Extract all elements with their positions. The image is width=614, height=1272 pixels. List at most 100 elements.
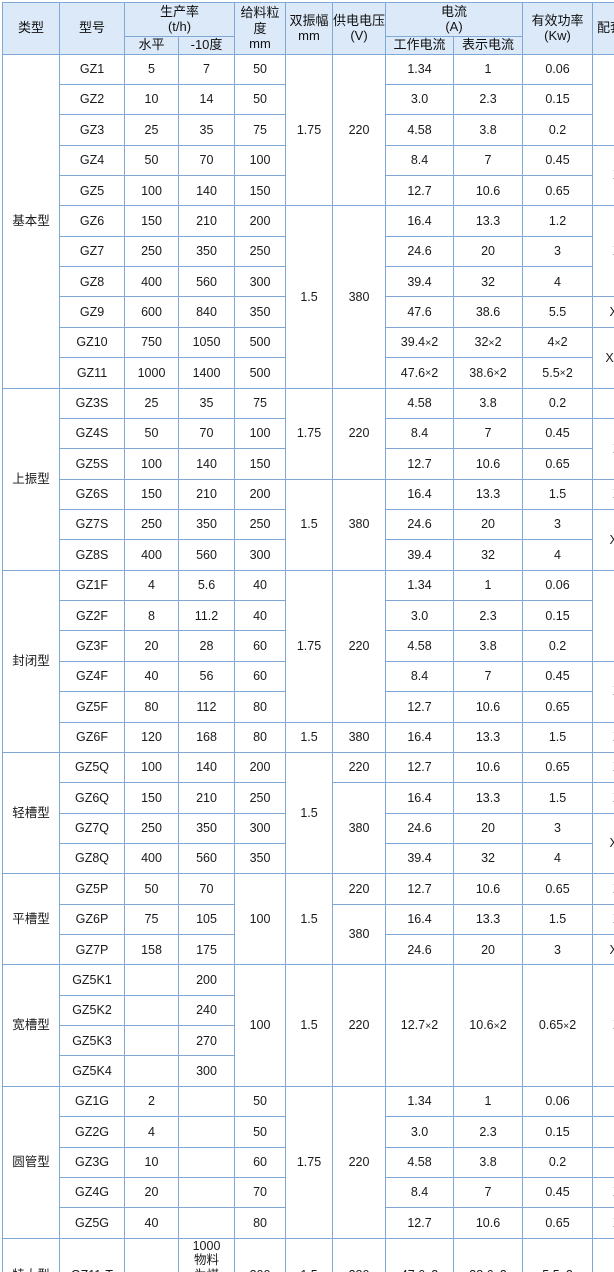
cell-feed-size: 80 [234, 721, 287, 753]
cell-display-current: 2.3 [453, 1116, 524, 1148]
header-voltage: 供电电压 (V) [332, 2, 387, 55]
cell-capacity-horizontal: 20 [124, 630, 179, 662]
cell-model: GZ7P [59, 934, 125, 966]
cell-capacity-horizontal: 120 [124, 721, 179, 753]
cell-capacity-minus10 [177, 1146, 236, 1178]
cell-capacity-minus10: 560 [177, 266, 236, 298]
cell-control-box: XKZ-20G2 [592, 1176, 614, 1209]
cell-display-current: 20 [453, 934, 524, 966]
cell-power: 0.65 [522, 751, 594, 784]
cell-control-box: XKZ-5G2 [592, 1146, 614, 1178]
cell-voltage: 220 [332, 873, 387, 905]
cell-model: GZ9 [59, 296, 125, 328]
cell-control-box: XKZ-20G3 [592, 903, 614, 936]
cell-display-current: 32 [453, 266, 524, 298]
cell-control-box: XKZS-200G3 [592, 326, 614, 389]
cell-feed-size: 100 [234, 144, 287, 177]
cell-capacity-horizontal: 250 [124, 812, 179, 844]
cell-model: GZ4G [59, 1176, 125, 1209]
cell-capacity-horizontal: 2 [124, 1085, 179, 1118]
cell-feed-size: 60 [234, 630, 287, 662]
cell-display-current: 32 [453, 842, 524, 875]
cell-type: 平槽型 [2, 873, 60, 966]
cell-feed-size: 200 [234, 751, 287, 784]
cell-feed-size: 40 [234, 600, 287, 632]
cell-capacity-horizontal [124, 1237, 179, 1272]
cell-capacity-minus10: 140 [177, 448, 236, 480]
cell-working-current: 4.58 [385, 630, 455, 662]
cell-feed-size: 70 [234, 1176, 287, 1209]
cell-capacity-horizontal: 158 [124, 934, 179, 966]
cell-model: GZ11-T [59, 1237, 125, 1272]
cell-feed-size: 50 [234, 1085, 287, 1118]
cell-amplitude: 1.5 [285, 478, 334, 571]
header-power: 有效功率 (Kw) [522, 2, 594, 55]
cell-capacity-minus10: 7 [177, 53, 236, 85]
cell-feed-size: 50 [234, 53, 287, 85]
cell-capacity-horizontal: 5 [124, 53, 179, 85]
cell-working-current: 24.6 [385, 934, 455, 966]
cell-control-box: XKZ-20G2 [592, 660, 614, 723]
cell-display-current: 20 [453, 508, 524, 541]
cell-model: GZ5S [59, 448, 125, 480]
cell-power: 0.06 [522, 1085, 594, 1118]
table-row: GZ8 400 560 300 39.4 32 4 [3, 266, 614, 298]
table-row: GZ3F 20 28 60 4.58 3.8 0.2 [3, 630, 614, 662]
cell-feed-size: 150 [234, 448, 287, 480]
cell-capacity-minus10 [177, 1116, 236, 1148]
cell-power: 3 [522, 235, 594, 268]
cell-power: 0.06 [522, 53, 594, 85]
cell-display-current: 32 [453, 539, 524, 571]
cell-feed-size: 200 [234, 478, 287, 510]
cell-capacity-horizontal [124, 964, 179, 996]
cell-capacity-minus10: 210 [177, 205, 236, 237]
table-row: GZ5K4 300 [3, 1055, 614, 1087]
cell-capacity-minus10: 56 [177, 660, 236, 693]
cell-feed-size: 80 [234, 1207, 287, 1239]
header-capacity-label: 生产率 [160, 4, 200, 19]
cell-model: GZ5K2 [59, 994, 125, 1027]
cell-model: GZ5K3 [59, 1025, 125, 1057]
cell-amplitude: 1.75 [285, 569, 334, 723]
header-type: 类型 [2, 2, 60, 55]
cell-working-current: 8.4 [385, 1176, 455, 1209]
table-row: 特大型GZ11-T 1000物料为煤比重0.853001.538047.6×238… [2, 1237, 614, 1272]
header-voltage-label: 供电电压 [333, 12, 386, 28]
cell-display-current: 38.6×2 [453, 357, 524, 389]
cell-capacity-horizontal: 50 [124, 144, 179, 177]
cell-capacity-minus10: 200 [177, 964, 236, 996]
cell-amplitude: 1.5 [285, 1237, 334, 1272]
cell-capacity-minus10: 140 [177, 175, 236, 207]
cell-voltage: 220 [332, 53, 387, 207]
cell-feed-size: 350 [234, 296, 287, 328]
cell-working-current: 47.6 [385, 296, 455, 328]
cell-amplitude: 1.5 [285, 721, 334, 753]
header-feed-size-unit: mm [249, 35, 271, 51]
cell-feed-size: 100 [234, 964, 287, 1087]
cell-capacity-horizontal: 400 [124, 539, 179, 571]
cell-model: GZ7Q [59, 812, 125, 844]
cell-working-current: 12.7 [385, 691, 455, 723]
cell-model: GZ4S [59, 417, 125, 450]
cell-power: 0.15 [522, 1116, 594, 1148]
cell-capacity-horizontal: 25 [124, 114, 179, 146]
cell-capacity-horizontal: 40 [124, 1207, 179, 1239]
cell-model: GZ5G [59, 1207, 125, 1239]
cell-capacity-horizontal: 750 [124, 326, 179, 359]
table-row: 轻槽型GZ5Q1001402001.522012.710.60.65XKZ-20… [2, 751, 614, 875]
cell-capacity-minus10: 210 [177, 478, 236, 510]
cell-working-current: 39.4 [385, 266, 455, 298]
cell-power: 0.45 [522, 417, 594, 450]
cell-power: 0.15 [522, 83, 594, 116]
cell-control-box: XKZ-20G2 [592, 873, 614, 905]
cell-model: GZ5 [59, 175, 125, 207]
